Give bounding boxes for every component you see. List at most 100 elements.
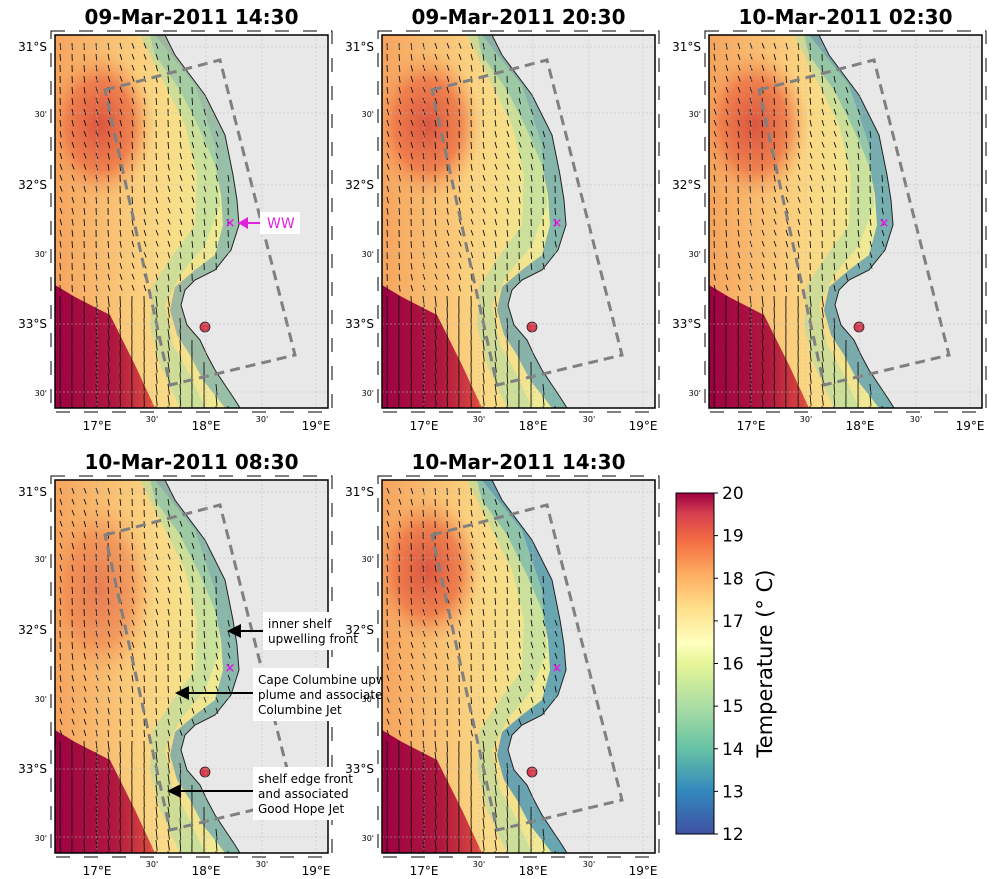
map-frame-ticks: [50, 30, 333, 413]
colorbar-tick-label: 19: [722, 527, 744, 547]
colorbar-tick-label: 20: [722, 484, 744, 504]
colorbar-tick-label: 14: [722, 740, 744, 760]
map-panels: × 09-Mar-2011 14:30 31°S 30' 32°S 30' 33°S 30' 1…: [18, 5, 987, 878]
lat-tick-label: 30': [362, 110, 374, 119]
map-frame: [708, 34, 983, 409]
agulhas-warm-water: [709, 285, 809, 408]
annotation-text: Good Hope Jet: [258, 802, 345, 816]
lon-tick-label: 18°E: [519, 419, 548, 433]
colorbar-tick-label: 17: [722, 612, 744, 632]
colorbar: 20 19 18 17 16 15 14 13 12 Temperature (° C): [675, 484, 777, 845]
warm-eddy: [382, 495, 482, 645]
lat-tick-label: 32°S: [345, 178, 374, 192]
annotation-text: shelf edge front: [258, 772, 353, 786]
saldanha-bay: [199, 321, 211, 333]
model-domain-box: [103, 58, 297, 387]
lat-tick-label: 30': [362, 834, 374, 843]
graticule: [55, 480, 328, 853]
lon-tick-label: 17°E: [83, 864, 112, 878]
lat-tick-label: 30': [362, 555, 374, 564]
lat-tick-label: 30': [689, 250, 701, 259]
lat-tick-label: 30': [35, 250, 47, 259]
lon-tick-label: 17°E: [737, 419, 766, 433]
graticule: [55, 35, 328, 408]
lon-tick-label: 30': [146, 860, 158, 869]
lat-tick-label: 30': [362, 389, 374, 398]
map-frame-ticks: [704, 30, 987, 413]
warm-eddy: [382, 50, 482, 200]
lon-tick-label: 17°E: [83, 419, 112, 433]
lat-tick-label: 31°S: [345, 40, 374, 54]
lat-tick-label: 32°S: [672, 178, 701, 192]
lat-tick-label: 30': [35, 110, 47, 119]
lon-tick-label: 17°E: [410, 864, 439, 878]
lat-tick-label: 30': [35, 389, 47, 398]
coastal-upwelling: [150, 480, 240, 853]
velocity-vectors: [386, 487, 558, 853]
coastline: [382, 35, 568, 408]
warm-eddy: [55, 500, 155, 680]
lat-tick-label: 31°S: [18, 40, 47, 54]
panel-title: 10-Mar-2011 08:30: [85, 450, 299, 474]
colorbar-tick-label: 18: [722, 569, 744, 589]
station-callout: WW: [238, 212, 300, 234]
lat-tick-label: 30': [35, 834, 47, 843]
colorbar-tick-label: 16: [722, 655, 744, 675]
lon-tick-label: 30': [256, 415, 268, 424]
annotation-text: upwelling front: [268, 632, 358, 646]
lat-tick-label: 30': [689, 389, 701, 398]
map-frame-ticks: [377, 30, 660, 413]
velocity-vectors: [386, 42, 557, 408]
annotation-text: plume and associated: [258, 688, 390, 702]
station-label: WW: [267, 216, 295, 232]
warm-eddy: [55, 50, 155, 200]
shelf-water: [467, 35, 547, 408]
colorbar-tick-label: 15: [722, 697, 744, 717]
lat-tick-label: 33°S: [672, 317, 701, 331]
station-marker: ×: [225, 661, 236, 676]
shelf-water: [140, 480, 220, 853]
lon-tick-label: 18°E: [192, 864, 221, 878]
lat-tick-label: 31°S: [345, 485, 374, 499]
lat-tick-label: 30': [689, 110, 701, 119]
map-frame: [381, 34, 656, 409]
map-panel-4: × 10-Mar-2011 08:30 31°S 30' 32°S 30' 33°S 30' 1…: [18, 450, 431, 878]
coastal-upwelling: [477, 35, 567, 408]
station-marker: ×: [879, 216, 890, 231]
saldanha-bay: [526, 321, 538, 333]
coastal-upwelling: [477, 480, 567, 853]
coastal-upwelling: [150, 35, 240, 408]
lon-tick-label: 19°E: [629, 419, 658, 433]
colorbar-tick-label: 13: [722, 782, 744, 802]
agulhas-warm-water: [55, 730, 155, 853]
lat-tick-label: 32°S: [345, 623, 374, 637]
lon-tick-label: 19°E: [629, 864, 658, 878]
colorbar-gradient: [675, 492, 715, 835]
lon-tick-label: 19°E: [302, 864, 331, 878]
station-marker: ×: [225, 216, 236, 231]
shelf-water: [140, 35, 220, 408]
map-frame-ticks: [50, 475, 333, 858]
coastline: [709, 35, 895, 408]
model-domain-box: [430, 58, 624, 387]
map-panel-5: × 10-Mar-2011 14:30 31°S 30' 32°S 30' 33°S 30' 1…: [345, 450, 660, 878]
model-domain-box: [757, 58, 951, 387]
graticule: [382, 35, 655, 408]
panel-title: 09-Mar-2011 20:30: [412, 5, 626, 29]
agulhas-warm-water: [382, 285, 482, 408]
saldanha-bay: [526, 766, 538, 778]
map-frame: [54, 479, 329, 854]
lon-tick-label: 30': [256, 860, 268, 869]
panel-title: 10-Mar-2011 02:30: [739, 5, 953, 29]
annotation-text: and associated: [258, 787, 349, 801]
lon-tick-label: 30': [583, 415, 595, 424]
lat-tick-label: 33°S: [18, 762, 47, 776]
map-panel-2: × 09-Mar-2011 20:30 31°S 30' 32°S 30' 33°S 30' 1…: [345, 5, 660, 433]
annotation-text: Columbine Jet: [258, 703, 342, 717]
velocity-vectors: [59, 487, 231, 853]
lon-tick-label: 30': [800, 415, 812, 424]
agulhas-warm-water: [382, 730, 482, 853]
saldanha-bay: [853, 321, 865, 333]
